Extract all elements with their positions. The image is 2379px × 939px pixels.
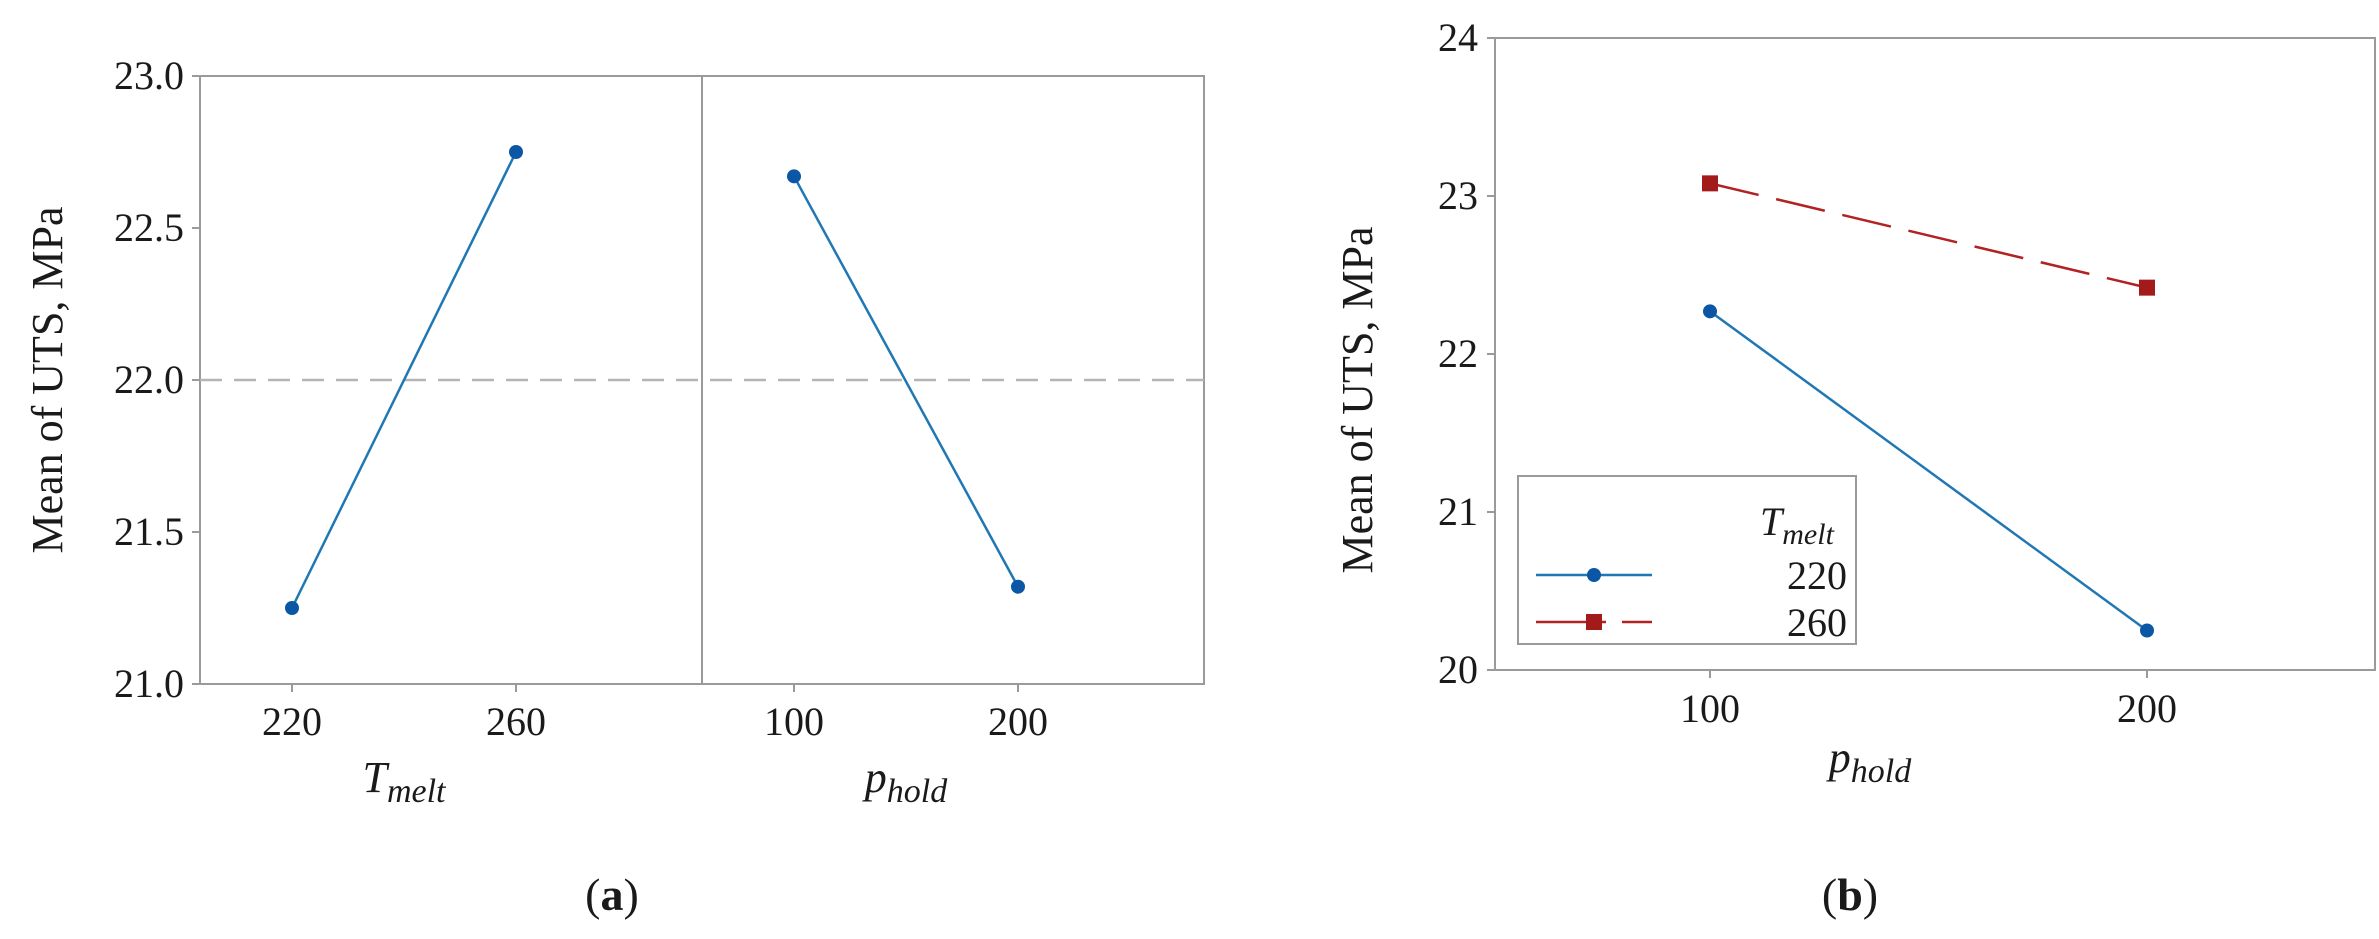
series-line-t-melt: [290, 151, 518, 609]
data-point: [1703, 304, 1717, 319]
x-axis-label: phold: [1826, 733, 1912, 790]
y-axis-ticks: 21.0 21.5 22.0 22.5 23.0: [114, 53, 200, 706]
x-axis-label-left: Tmelt: [362, 753, 447, 810]
legend-title: Tmelt: [1760, 499, 1835, 551]
y-tick-label: 21: [1438, 489, 1478, 534]
series-lines: [1709, 182, 2148, 632]
main-effects-chart: 21.0 21.5 22.0 22.5 23.0 220 260 100 200 Mean o…: [23, 53, 1205, 920]
y-axis-label: Mean of UTS, MPa: [1333, 226, 1382, 573]
y-tick-label: 22.5: [114, 205, 184, 250]
legend-marker-220: [1587, 568, 1601, 582]
y-tick-label: 21.0: [114, 661, 184, 706]
data-point: [509, 145, 523, 159]
data-point: [1702, 175, 1718, 192]
series-lines: [290, 151, 1020, 609]
y-tick-label: 24: [1438, 15, 1478, 60]
series-line-220: [1709, 310, 2148, 632]
data-point: [787, 169, 801, 184]
x-axis-ticks: 220 260 100 200: [262, 684, 1048, 744]
x-tick-label: 260: [486, 699, 546, 744]
y-tick-label: 23.0: [114, 53, 184, 98]
legend-label-260: 260: [1787, 600, 1847, 645]
x-tick-label: 100: [1680, 686, 1740, 731]
y-axis-ticks: 20 21 22 23 24: [1438, 15, 1495, 692]
panel-label-a: (a): [585, 869, 639, 920]
interaction-chart: 20 21 22 23 24 100 200 Mean of UTS, MPa phold…: [1333, 15, 2376, 920]
x-tick-label: 200: [988, 699, 1048, 744]
y-tick-label: 21.5: [114, 509, 184, 554]
data-point: [1011, 579, 1025, 594]
data-point: [285, 601, 299, 615]
series-line-260: [1709, 182, 2148, 289]
y-tick-label: 22.0: [114, 357, 184, 402]
legend-box: [1517, 475, 1857, 645]
panel-label-b: (b): [1822, 869, 1878, 920]
x-tick-label: 100: [764, 699, 824, 744]
legend-label-220: 220: [1787, 553, 1847, 598]
data-points: [1702, 175, 2155, 638]
y-axis-label: Mean of UTS, MPa: [23, 206, 72, 553]
data-points: [285, 145, 1025, 615]
x-axis-label-right: phold: [862, 753, 948, 810]
y-tick-label: 23: [1438, 173, 1478, 218]
y-tick-label: 20: [1438, 647, 1478, 692]
y-tick-label: 22: [1438, 331, 1478, 376]
series-line-p-hold: [792, 175, 1020, 588]
x-tick-label: 220: [262, 699, 322, 744]
data-point: [2139, 279, 2155, 296]
legend-marker-260: [1586, 614, 1602, 630]
data-point: [2140, 623, 2154, 638]
x-axis-ticks: 100 200: [1680, 670, 2177, 731]
x-tick-label: 200: [2117, 686, 2177, 731]
